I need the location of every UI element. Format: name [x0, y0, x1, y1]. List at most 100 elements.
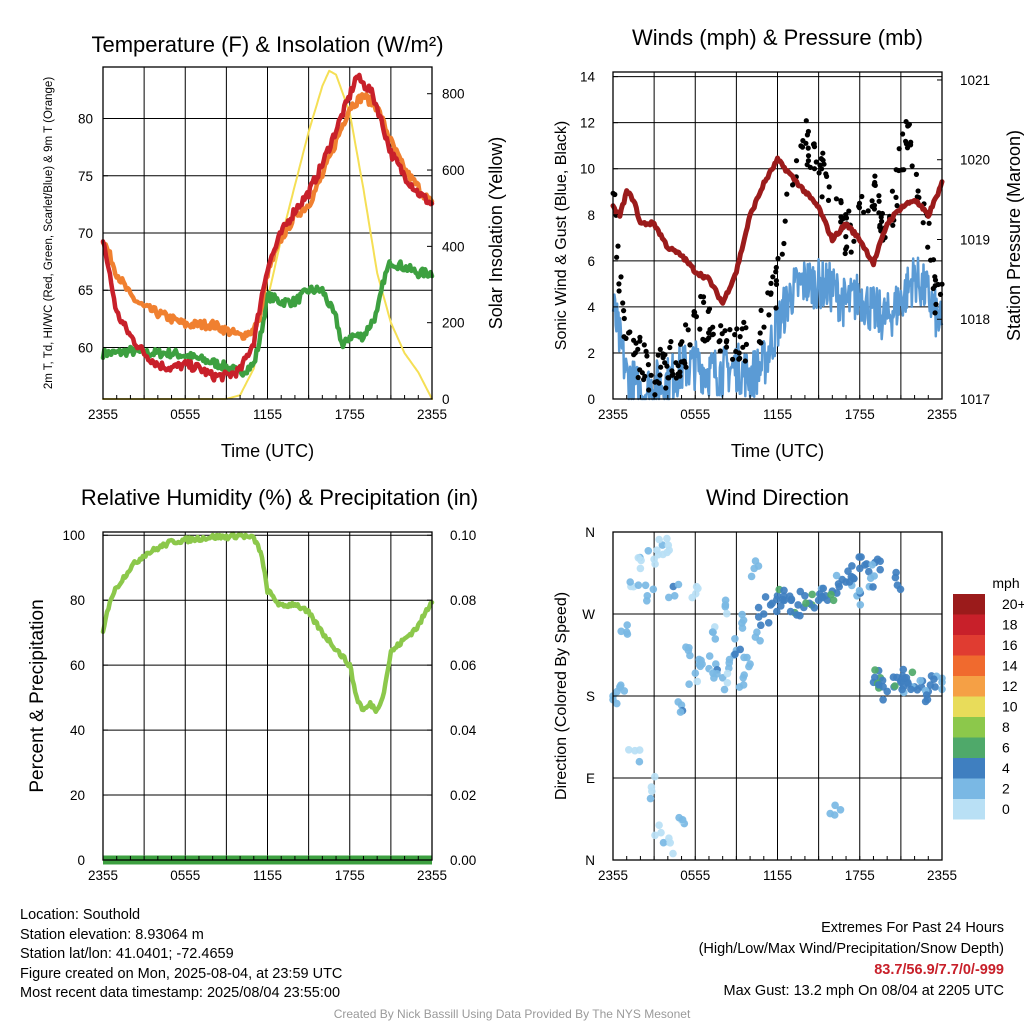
y-tick-label-right: 1018: [960, 312, 990, 327]
colorbar-label: 14: [1002, 658, 1018, 674]
gust-point: [743, 341, 750, 347]
y-tick-label-right: 0.00: [450, 853, 476, 868]
gust-point: [846, 208, 852, 214]
gust-point: [742, 358, 748, 364]
wind-direction-point: [691, 669, 700, 677]
extremes-summary: Extremes For Past 24 Hours (High/Low/Max…: [699, 918, 1004, 1002]
gust-point: [757, 330, 763, 336]
wind-direction-point: [657, 828, 665, 837]
wind-direction-point: [648, 787, 656, 795]
y-tick-label-left: 10: [580, 162, 595, 177]
wind-direction-point: [635, 757, 644, 766]
wind-direction-point: [876, 557, 884, 565]
gust-point: [839, 216, 845, 222]
y-tick-label-right: 1019: [960, 232, 990, 247]
wind-direction-point: [743, 653, 751, 662]
gust-point: [770, 274, 776, 280]
gust-point: [687, 342, 693, 348]
gust-point: [657, 372, 663, 378]
gust-point: [710, 331, 716, 337]
gust-point: [660, 351, 666, 357]
gust-point: [782, 218, 788, 224]
gust-point: [758, 307, 764, 313]
gust-point: [784, 191, 790, 197]
gust-point: [813, 159, 819, 165]
wind-direction-point: [655, 821, 663, 829]
colorbar-label: 10: [1002, 699, 1018, 715]
x-tick-label: 1755: [845, 868, 875, 883]
wind-direction-point: [808, 590, 816, 599]
y-tick-label-left: 60: [78, 340, 93, 355]
x-tick-label: 2355: [88, 407, 118, 422]
x-tick-label: 1755: [335, 868, 365, 883]
wind-direction-point: [664, 541, 673, 549]
gust-point: [723, 344, 730, 350]
colorbar-swatch: [953, 758, 985, 779]
wind-direction-point: [623, 630, 632, 638]
x-tick-label: 1155: [763, 868, 792, 883]
colorbar-swatch: [953, 676, 985, 697]
wind-direction-point: [845, 578, 854, 586]
wind-direction-point: [739, 616, 748, 625]
colorbar-swatch: [953, 778, 985, 799]
wind-direction-point: [738, 624, 747, 632]
wind-direction-point: [659, 838, 668, 847]
gust-point: [906, 141, 913, 147]
gust-point: [773, 264, 779, 271]
gust-point: [668, 339, 674, 345]
wind-direction-point: [693, 677, 702, 686]
gust-point: [615, 243, 621, 249]
gust-point: [913, 171, 920, 177]
wind-direction-point: [651, 772, 659, 781]
y-tick-label-right: 1021: [960, 73, 990, 88]
gust-point: [732, 332, 738, 338]
gust-point: [730, 356, 736, 362]
gust-point: [821, 161, 827, 167]
gust-point: [632, 350, 639, 356]
wind-direction-point: [834, 580, 843, 588]
colorbar-label: 18: [1002, 617, 1018, 633]
wind-direction-point: [913, 686, 922, 694]
wind-direction-point: [623, 621, 631, 629]
gust-point: [718, 323, 724, 329]
wind-direction-point: [780, 592, 788, 600]
wind-direction-point: [868, 561, 876, 569]
series-2m-temp-line: [100, 72, 435, 383]
wind-direction-point: [616, 683, 624, 691]
x-tick-label: 1155: [253, 407, 282, 422]
x-tick-label: 1155: [253, 868, 282, 883]
gust-point: [724, 338, 730, 344]
wind-direction-point: [827, 590, 835, 599]
gust-point: [737, 334, 743, 340]
gust-point: [664, 363, 670, 369]
wind-direction-point: [643, 597, 651, 605]
gust-point: [876, 193, 882, 199]
gust-point: [618, 274, 624, 280]
colorbar-swatch: [953, 799, 985, 820]
gust-point: [869, 203, 875, 210]
wind-direction-point: [796, 611, 804, 620]
y-axis-label-right: Solar Insolation (Yellow): [486, 137, 506, 329]
y-tick-label-left: N: [585, 853, 595, 868]
gust-point: [933, 301, 939, 307]
wind-direction-point: [857, 553, 865, 561]
colorbar-swatch: [953, 635, 985, 656]
figure-created: Figure created on Mon, 2025-08-04, at 23…: [20, 965, 343, 982]
y-tick-label-left: 70: [78, 226, 93, 241]
gust-point: [779, 251, 785, 257]
colorbar-label: 2: [1002, 781, 1010, 797]
colorbar-swatch: [953, 594, 985, 615]
gust-point: [901, 167, 907, 173]
wind-direction-point: [754, 603, 763, 612]
y-tick-label-right: 200: [442, 316, 465, 331]
series-wind-direction-points: [609, 534, 946, 858]
gust-point: [816, 170, 822, 176]
gust-point: [935, 281, 941, 288]
gust-point: [790, 182, 796, 188]
wind-direction-point: [891, 682, 899, 690]
y-axis-label-left: Sonic Wind & Gust (Blue, Black): [553, 121, 570, 350]
wind-direction-point: [736, 645, 744, 654]
gust-point: [683, 364, 689, 370]
y-axis-label-right: Station Pressure (Maroon): [1004, 130, 1024, 341]
